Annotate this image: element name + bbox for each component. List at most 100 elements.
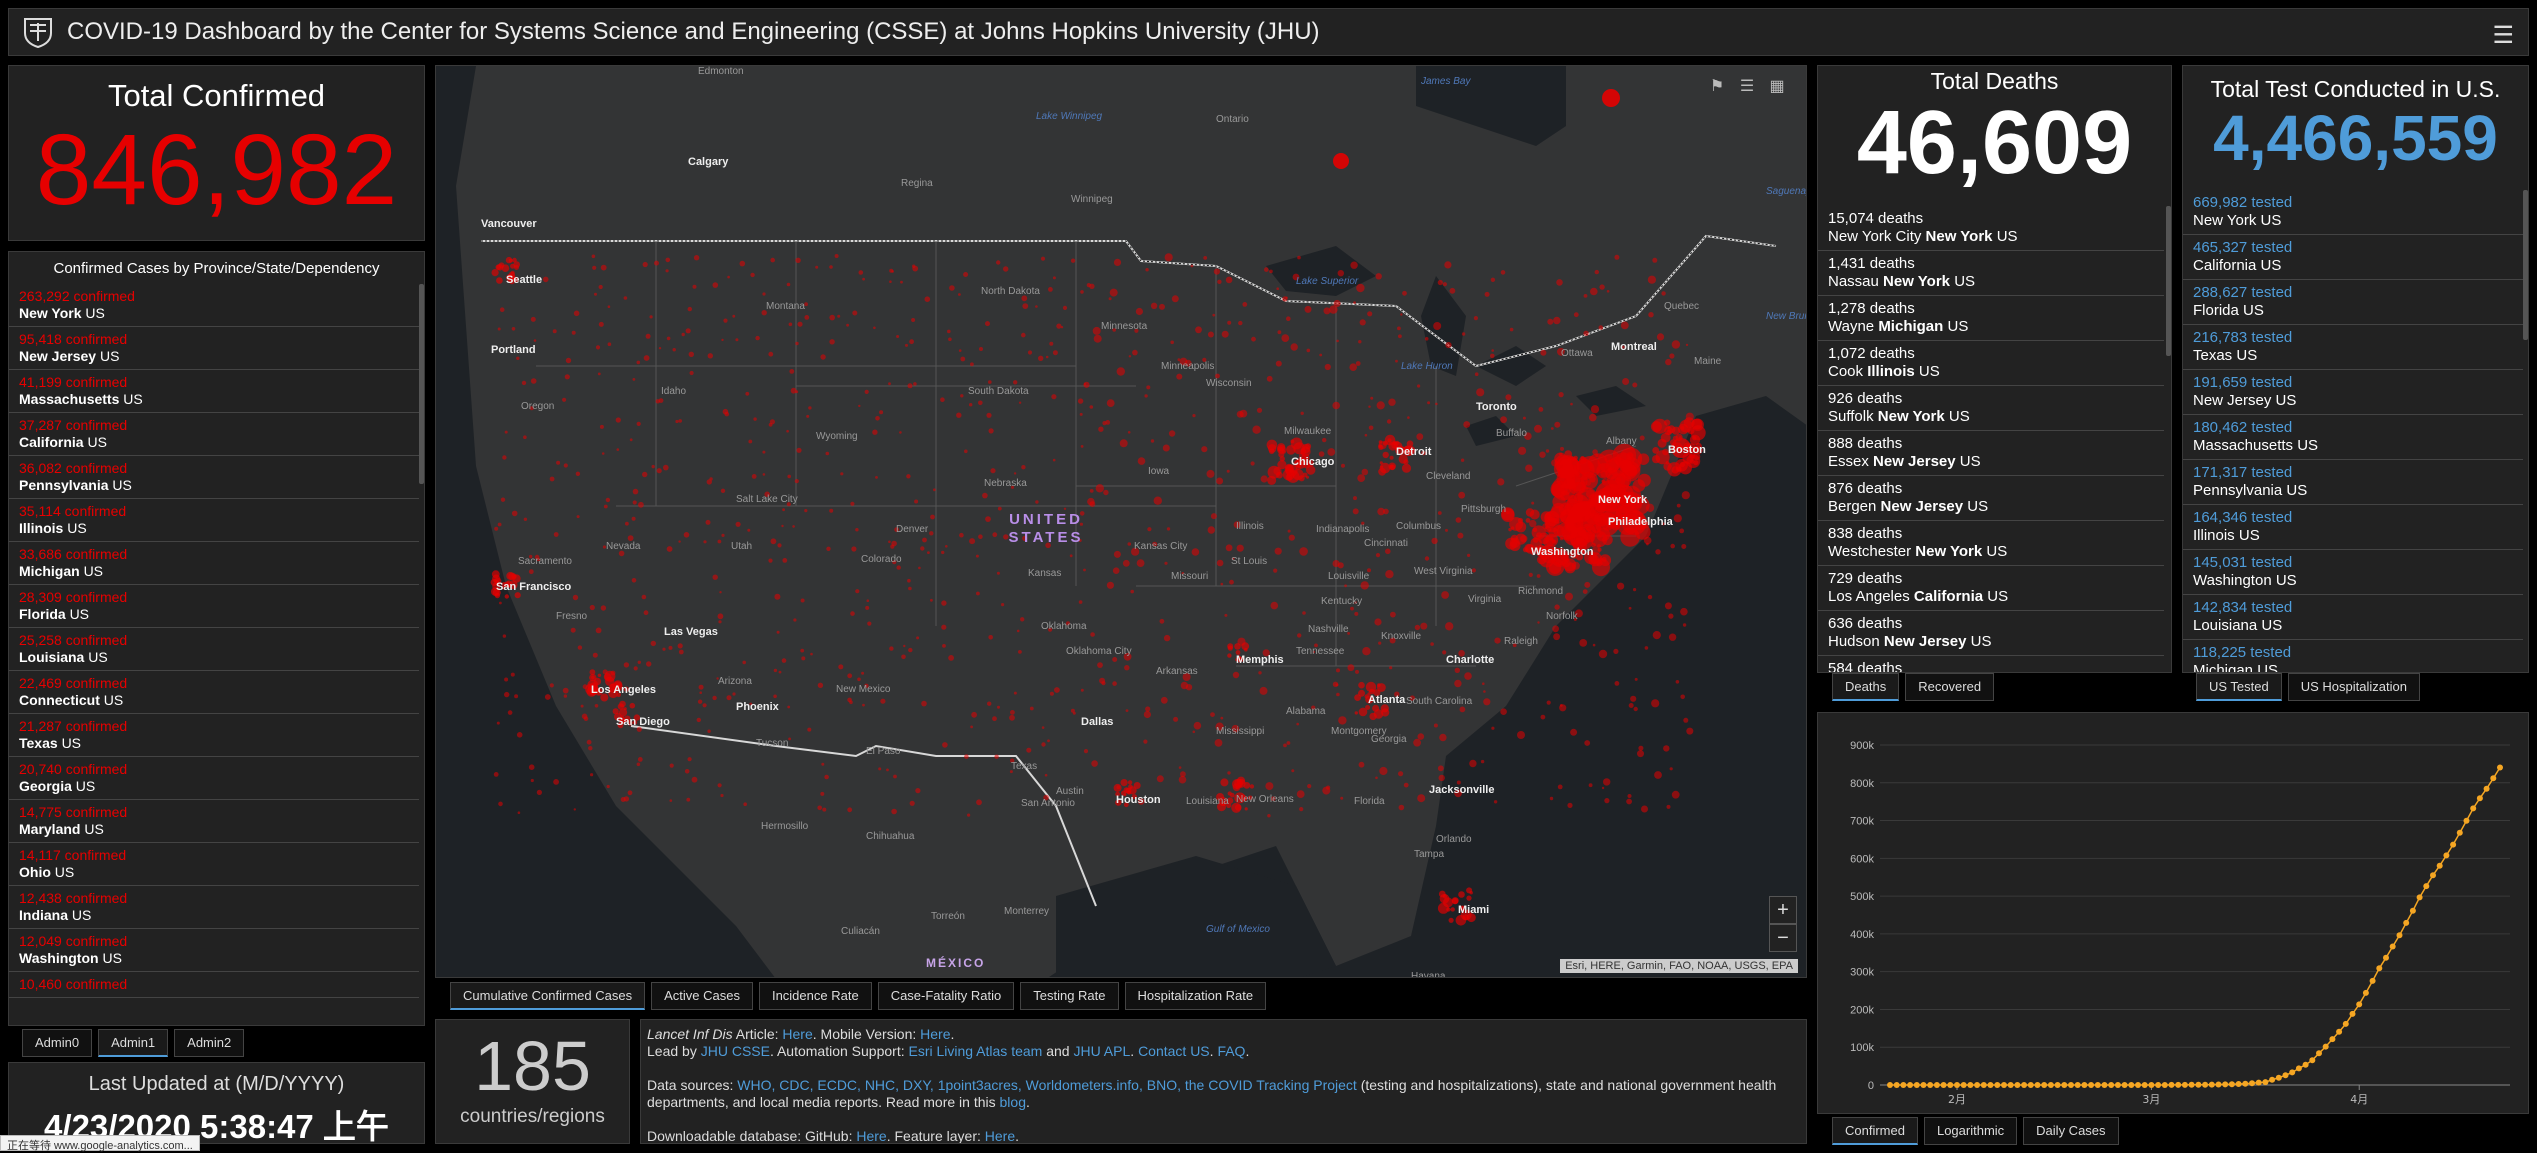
case-circle[interactable]	[512, 574, 521, 583]
case-circle[interactable]	[556, 460, 561, 465]
case-circle[interactable]	[1170, 340, 1174, 345]
case-circle[interactable]	[631, 516, 636, 521]
case-circle[interactable]	[969, 403, 973, 407]
case-circle[interactable]	[808, 406, 812, 410]
case-circle[interactable]	[528, 569, 534, 575]
case-circle[interactable]	[606, 784, 610, 789]
case-circle[interactable]	[1557, 784, 1563, 790]
case-circle[interactable]	[1269, 269, 1273, 274]
case-circle[interactable]	[521, 380, 527, 386]
data-point[interactable]	[2409, 907, 2416, 914]
case-circle[interactable]	[1375, 776, 1378, 780]
jhu-csse-link[interactable]: JHU CSSE	[700, 1043, 770, 1059]
case-circle[interactable]	[855, 528, 859, 532]
case-circle[interactable]	[768, 422, 773, 427]
data-point[interactable]	[2470, 805, 2477, 812]
case-circle[interactable]	[1101, 681, 1106, 686]
deaths-list-item[interactable]: 888 deaths Essex New Jersey US	[1818, 431, 2164, 476]
case-circle[interactable]	[851, 546, 857, 552]
case-circle[interactable]	[992, 532, 998, 538]
case-circle[interactable]	[511, 510, 518, 517]
case-circle[interactable]	[990, 468, 996, 474]
case-circle[interactable]	[1364, 433, 1368, 437]
case-circle[interactable]	[1299, 547, 1308, 556]
case-circle[interactable]	[629, 438, 633, 442]
data-point[interactable]	[2041, 1082, 2048, 1088]
case-circle[interactable]	[858, 404, 861, 408]
case-circle[interactable]	[1563, 477, 1576, 490]
tab-us-tested[interactable]: US Tested	[2196, 673, 2282, 701]
data-point[interactable]	[1954, 1082, 1960, 1088]
case-circle[interactable]	[1333, 153, 1349, 169]
case-circle[interactable]	[1474, 372, 1479, 377]
case-circle[interactable]	[921, 700, 927, 707]
case-circle[interactable]	[1160, 696, 1168, 704]
case-circle[interactable]	[1231, 802, 1242, 813]
case-circle[interactable]	[753, 417, 757, 421]
case-circle[interactable]	[1144, 394, 1148, 398]
case-circle[interactable]	[1262, 649, 1270, 657]
case-circle[interactable]	[1210, 513, 1217, 520]
case-circle[interactable]	[720, 793, 724, 798]
case-circle[interactable]	[941, 624, 947, 630]
province-list-item[interactable]: 33,686 confirmed Michigan US	[9, 542, 419, 585]
case-circle[interactable]	[764, 491, 770, 498]
case-circle[interactable]	[1398, 454, 1408, 464]
case-circle[interactable]	[1217, 279, 1222, 284]
case-circle[interactable]	[978, 534, 983, 539]
case-circle[interactable]	[1016, 629, 1020, 633]
case-circle[interactable]	[852, 310, 858, 316]
tab-deaths[interactable]: Deaths	[1832, 673, 1900, 701]
case-circle[interactable]	[862, 277, 865, 281]
case-circle[interactable]	[1113, 783, 1122, 792]
case-circle[interactable]	[1201, 446, 1208, 453]
case-circle[interactable]	[1225, 276, 1233, 284]
case-circle[interactable]	[1354, 611, 1359, 616]
case-circle[interactable]	[508, 258, 513, 263]
case-circle[interactable]	[1657, 438, 1667, 448]
case-circle[interactable]	[1249, 784, 1255, 789]
case-circle[interactable]	[850, 611, 855, 616]
case-circle[interactable]	[724, 411, 730, 417]
case-circle[interactable]	[786, 502, 791, 507]
case-circle[interactable]	[997, 705, 1000, 709]
case-circle[interactable]	[1639, 435, 1645, 441]
case-circle[interactable]	[941, 600, 947, 606]
case-circle[interactable]	[1229, 579, 1234, 585]
tests-list-item[interactable]: 288,627 tested Florida US	[2183, 280, 2523, 325]
case-circle[interactable]	[749, 702, 753, 706]
case-circle[interactable]	[703, 540, 707, 544]
case-circle[interactable]	[960, 394, 964, 398]
case-circle[interactable]	[1227, 320, 1232, 325]
case-circle[interactable]	[542, 276, 549, 283]
case-circle[interactable]	[997, 506, 1002, 511]
case-circle[interactable]	[1446, 907, 1451, 912]
case-circle[interactable]	[523, 517, 528, 521]
case-circle[interactable]	[1548, 527, 1559, 538]
case-circle[interactable]	[1398, 334, 1402, 339]
data-point[interactable]	[2047, 1082, 2054, 1088]
case-circle[interactable]	[988, 635, 993, 640]
case-circle[interactable]	[1466, 895, 1472, 901]
case-circle[interactable]	[1652, 447, 1660, 454]
case-circle[interactable]	[1471, 568, 1476, 573]
case-circle[interactable]	[1476, 388, 1485, 397]
case-circle[interactable]	[506, 571, 515, 580]
case-circle[interactable]	[1655, 549, 1661, 555]
case-circle[interactable]	[829, 339, 835, 345]
case-circle[interactable]	[896, 335, 900, 338]
case-circle[interactable]	[948, 655, 954, 661]
case-circle[interactable]	[1049, 691, 1054, 696]
case-circle[interactable]	[1480, 759, 1485, 764]
deaths-list-item[interactable]: 876 deaths Bergen New Jersey US	[1818, 476, 2164, 521]
case-circle[interactable]	[837, 314, 841, 318]
province-list-item[interactable]: 20,740 confirmed Georgia US	[9, 757, 419, 800]
case-circle[interactable]	[776, 630, 780, 634]
case-circle[interactable]	[1234, 778, 1244, 789]
case-circle[interactable]	[1549, 561, 1562, 574]
case-circle[interactable]	[1360, 581, 1369, 590]
case-circle[interactable]	[1347, 632, 1350, 635]
province-list[interactable]: 263,292 confirmed New York US 95,418 confi…	[9, 284, 419, 1025]
case-circle[interactable]	[1130, 589, 1134, 594]
case-circle[interactable]	[1035, 500, 1039, 504]
